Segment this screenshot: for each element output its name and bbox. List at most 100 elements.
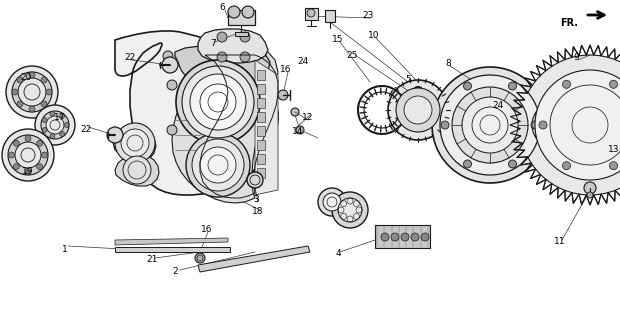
Text: 11: 11 <box>554 237 565 246</box>
Bar <box>257 70 265 80</box>
Circle shape <box>176 60 260 144</box>
Circle shape <box>240 32 250 42</box>
Text: 20: 20 <box>20 74 32 83</box>
Circle shape <box>318 188 346 216</box>
Text: 3: 3 <box>253 196 259 204</box>
Circle shape <box>200 84 236 120</box>
Polygon shape <box>115 154 159 186</box>
Polygon shape <box>235 32 248 36</box>
Circle shape <box>9 152 14 158</box>
Circle shape <box>25 135 31 141</box>
Circle shape <box>562 162 570 170</box>
Text: 8: 8 <box>445 60 451 68</box>
Bar <box>257 84 265 94</box>
Circle shape <box>42 127 47 132</box>
Circle shape <box>525 95 585 155</box>
Text: 16: 16 <box>280 66 292 75</box>
Text: 1: 1 <box>62 245 68 254</box>
Polygon shape <box>175 46 270 90</box>
Circle shape <box>536 110 544 118</box>
Polygon shape <box>115 31 278 195</box>
Text: 23: 23 <box>362 12 374 20</box>
Text: 18: 18 <box>252 207 264 217</box>
Circle shape <box>391 233 399 241</box>
Text: 6: 6 <box>219 4 225 12</box>
Circle shape <box>472 107 508 143</box>
Polygon shape <box>115 238 228 245</box>
Polygon shape <box>172 46 278 203</box>
Circle shape <box>107 127 123 143</box>
Circle shape <box>388 80 448 140</box>
Circle shape <box>242 6 254 18</box>
Polygon shape <box>198 246 310 272</box>
Circle shape <box>557 139 565 147</box>
Polygon shape <box>325 10 335 22</box>
Circle shape <box>520 55 620 195</box>
Circle shape <box>167 125 177 135</box>
Circle shape <box>6 66 58 118</box>
Circle shape <box>8 135 48 175</box>
Circle shape <box>535 70 620 180</box>
Circle shape <box>17 77 23 83</box>
Circle shape <box>462 97 518 153</box>
Polygon shape <box>115 247 230 252</box>
Circle shape <box>545 139 553 147</box>
Circle shape <box>228 6 240 18</box>
Circle shape <box>50 111 55 116</box>
Text: 12: 12 <box>303 114 314 123</box>
Circle shape <box>217 52 227 62</box>
Circle shape <box>545 103 553 111</box>
Circle shape <box>396 88 440 132</box>
Text: 22: 22 <box>81 124 92 133</box>
Bar <box>257 168 265 178</box>
Circle shape <box>508 160 516 168</box>
Circle shape <box>609 80 618 88</box>
Circle shape <box>64 123 69 127</box>
Bar <box>257 126 265 136</box>
Circle shape <box>567 110 574 118</box>
Circle shape <box>464 82 471 90</box>
Circle shape <box>532 102 578 148</box>
Text: 14: 14 <box>292 127 304 137</box>
Circle shape <box>567 132 574 140</box>
Circle shape <box>432 67 548 183</box>
Circle shape <box>584 182 596 194</box>
Circle shape <box>115 123 155 163</box>
Circle shape <box>508 82 516 90</box>
Bar <box>257 140 265 150</box>
Circle shape <box>17 101 23 107</box>
Circle shape <box>452 87 528 163</box>
Text: 5: 5 <box>405 76 411 84</box>
Circle shape <box>12 89 18 95</box>
Circle shape <box>41 111 69 139</box>
Circle shape <box>536 132 544 140</box>
Text: 24: 24 <box>298 58 309 67</box>
Circle shape <box>29 72 35 78</box>
Circle shape <box>562 80 570 88</box>
Circle shape <box>29 106 35 112</box>
Text: 9: 9 <box>573 53 579 62</box>
Text: 16: 16 <box>202 226 213 235</box>
Circle shape <box>42 117 47 123</box>
Circle shape <box>291 108 299 116</box>
Circle shape <box>18 78 46 106</box>
Text: 19: 19 <box>22 167 33 177</box>
Circle shape <box>15 142 41 168</box>
Circle shape <box>46 89 52 95</box>
Text: 24: 24 <box>492 101 503 110</box>
Circle shape <box>163 51 173 61</box>
Circle shape <box>540 110 570 140</box>
Text: 15: 15 <box>332 36 343 44</box>
Text: 25: 25 <box>347 52 358 60</box>
Text: 17: 17 <box>55 114 66 123</box>
Circle shape <box>441 121 449 129</box>
Circle shape <box>531 121 539 129</box>
Circle shape <box>182 66 254 138</box>
Circle shape <box>162 57 178 73</box>
Circle shape <box>332 192 368 228</box>
Circle shape <box>190 74 246 130</box>
Circle shape <box>570 121 578 129</box>
Circle shape <box>247 172 263 188</box>
Circle shape <box>50 134 55 139</box>
Circle shape <box>323 193 341 211</box>
